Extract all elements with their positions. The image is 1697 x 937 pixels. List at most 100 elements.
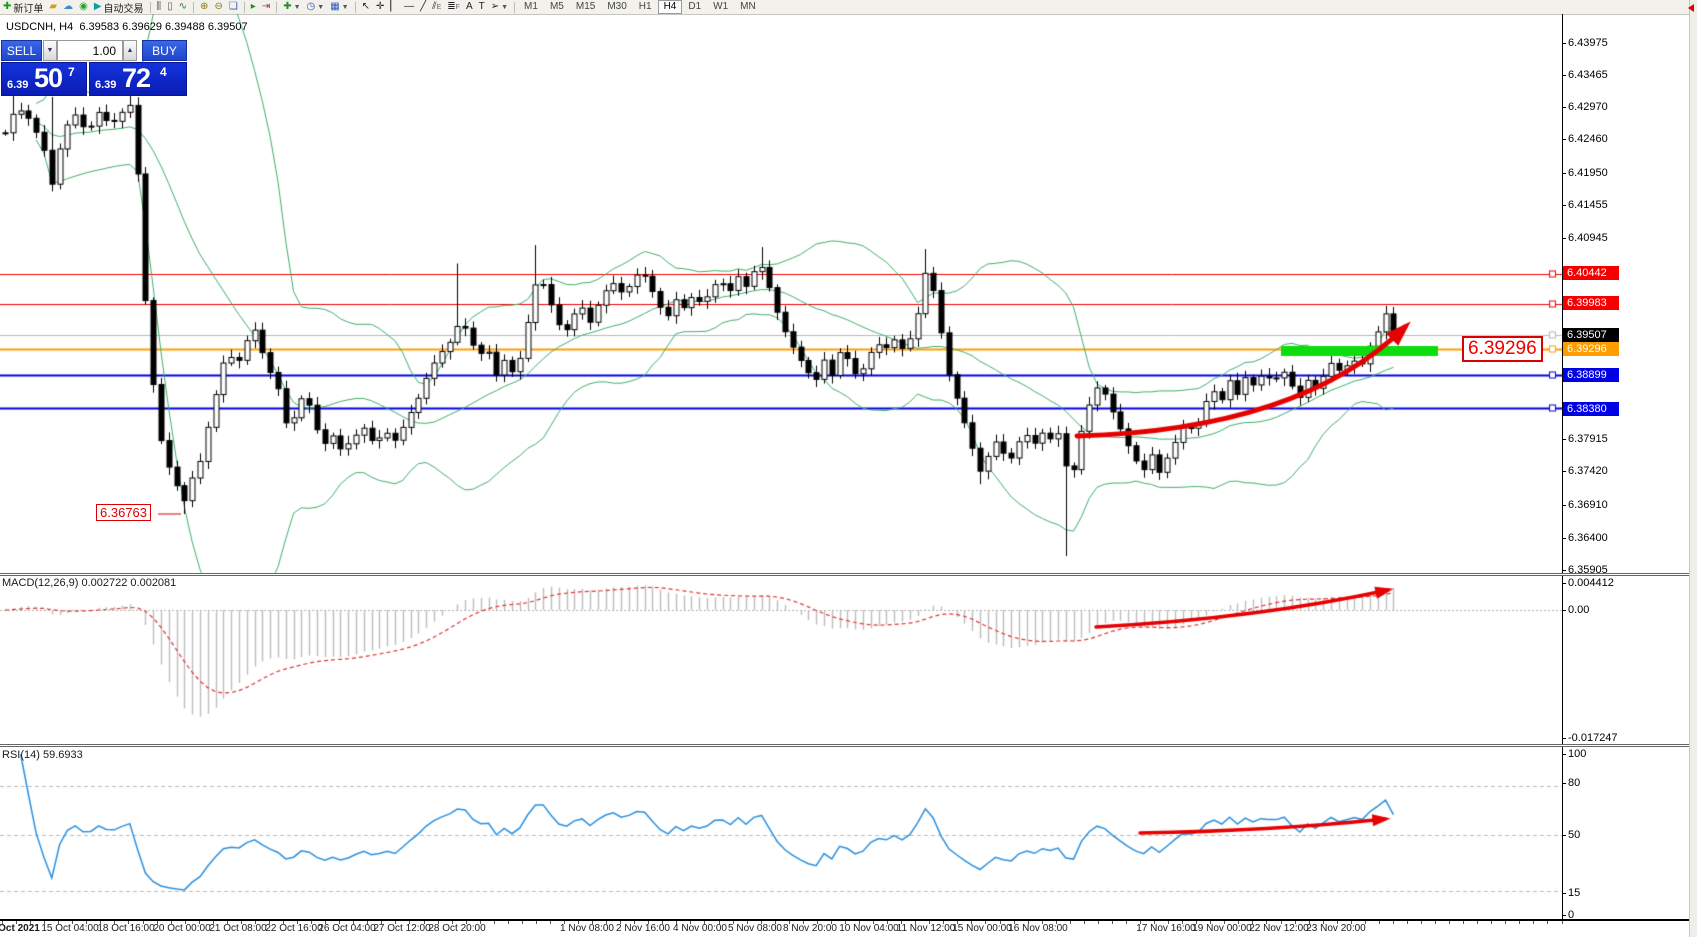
time-tick-mark	[199, 921, 200, 924]
time-tick-mark	[943, 921, 944, 924]
arrows-button[interactable]: ➢ ▼	[490, 1, 509, 12]
timeframe-button-m15[interactable]: M15	[575, 1, 596, 12]
lot-decrease-button[interactable]: ▼	[43, 40, 57, 61]
time-tick-label: 10 Nov 04:00	[839, 923, 899, 934]
buy-button[interactable]: BUY	[142, 40, 187, 61]
indicators-button[interactable]: ✚ ▼	[283, 1, 301, 12]
time-tick-mark	[1000, 921, 1001, 924]
time-tick-mark	[957, 921, 958, 924]
price-tick: 6.41950	[1568, 167, 1608, 179]
time-tick-mark	[1252, 921, 1253, 924]
time-tick-mark	[929, 921, 930, 924]
time-tick-mark	[971, 921, 972, 924]
equidistant-channel-button[interactable]: ⫽ E	[432, 1, 442, 12]
line-chart-icon[interactable]: ∿	[178, 1, 188, 12]
timeframe-button-h1[interactable]: H1	[638, 1, 652, 12]
time-tick-mark	[1154, 921, 1155, 924]
cursor-button[interactable]: ↖	[361, 1, 370, 12]
bar-chart-icon[interactable]: ⫼	[156, 1, 162, 12]
buy-price-small: 6.39	[95, 79, 117, 91]
time-tick-mark	[2, 921, 3, 924]
indicator-tick: 0.004412	[1568, 577, 1614, 589]
chart-shift-icon[interactable]: ⇥	[261, 1, 271, 12]
zoom-in-icon[interactable]: ⊕	[200, 1, 209, 12]
time-tick-mark	[522, 921, 523, 924]
chart-canvas[interactable]	[0, 14, 1562, 921]
time-tick-mark	[283, 921, 284, 924]
timeframe-button-w1[interactable]: W1	[713, 1, 729, 12]
timeframe-button-m30[interactable]: M30	[607, 1, 627, 12]
timeframe-button-mn[interactable]: MN	[740, 1, 756, 12]
sell-price-panel[interactable]: 6.39 50 7	[1, 62, 87, 96]
lot-input[interactable]	[57, 40, 123, 61]
time-tick-mark	[114, 921, 115, 924]
time-tick-mark	[409, 921, 410, 924]
time-tick-label: 28 Oct 20:00	[428, 923, 486, 934]
tile-windows-icon[interactable]: ❏	[228, 1, 238, 12]
time-tick-mark	[1014, 921, 1015, 924]
new-order-button[interactable]: ✚ 新订单	[3, 1, 44, 15]
lot-increase-button[interactable]: ▲	[123, 40, 137, 61]
time-tick-mark	[704, 921, 705, 924]
time-tick-mark	[1182, 921, 1183, 924]
buy-price-panel[interactable]: 6.39 72 4	[89, 62, 187, 96]
periods-button[interactable]: ◷ ▼	[306, 1, 325, 12]
time-tick-mark	[550, 921, 551, 924]
time-tick-mark	[44, 921, 45, 924]
time-tick-mark	[845, 921, 846, 924]
zoom-out-icon[interactable]: ⊖	[214, 1, 223, 12]
time-tick-mark	[1224, 921, 1225, 924]
time-tick-mark	[255, 921, 256, 924]
pane-separator-macd[interactable]	[0, 573, 1689, 576]
timeframe-button-m1[interactable]: M1	[524, 1, 538, 12]
time-tick-label: 21 Oct 08:00	[209, 923, 267, 934]
time-tick-mark	[578, 921, 579, 924]
indicator-tick: 80	[1568, 777, 1581, 789]
community-icon[interactable]: ☁	[63, 1, 74, 12]
sell-button[interactable]: SELL	[1, 40, 42, 61]
auto-scroll-icon[interactable]: ▸	[250, 1, 256, 12]
time-tick-mark	[424, 921, 425, 924]
tick-mark	[1562, 893, 1566, 894]
vertical-line-button[interactable]: ▏	[390, 1, 399, 12]
sell-price-big: 50	[34, 63, 63, 93]
buy-price-big: 72	[122, 63, 151, 93]
time-tick-mark	[1098, 921, 1099, 924]
autotrading-button[interactable]: ▶ 自动交易	[93, 1, 144, 15]
price-tick: 6.43465	[1568, 69, 1608, 81]
time-tick-mark	[58, 921, 59, 924]
candlestick-chart-icon[interactable]: ▯	[167, 1, 173, 12]
time-tick-mark	[381, 921, 382, 924]
time-tick-mark	[817, 921, 818, 924]
time-tick-mark	[1477, 921, 1478, 924]
time-tick-mark	[480, 921, 481, 924]
text-button[interactable]: A	[465, 1, 473, 12]
fibonacci-button[interactable]: ≣ F	[447, 1, 460, 12]
time-tick-label: 22 Oct 16:00	[265, 923, 323, 934]
timeframe-button-d1[interactable]: D1	[688, 1, 702, 12]
time-tick-label: 2 Nov 16:00	[616, 923, 670, 934]
time-tick-mark	[1463, 921, 1464, 924]
gold-icon[interactable]: ▰	[49, 1, 58, 12]
trendline-button[interactable]: ╱	[420, 1, 427, 12]
timeframe-button-m5[interactable]: M5	[549, 1, 564, 12]
time-tick-mark	[1266, 921, 1267, 924]
rsi-label: RSI(14) 59.6933	[2, 749, 83, 761]
tick-mark	[1562, 75, 1566, 76]
pane-separator-rsi[interactable]	[0, 744, 1689, 747]
signals-icon[interactable]: ◉	[79, 1, 88, 12]
text-label-button[interactable]: T	[478, 1, 485, 12]
timeframe-button-h4[interactable]: H4	[657, 0, 683, 14]
time-tick-mark	[733, 921, 734, 924]
time-tick-mark	[761, 921, 762, 924]
crosshair-button[interactable]: ✛	[376, 1, 385, 12]
time-tick-mark	[353, 921, 354, 924]
templates-button[interactable]: ▦ ▼	[330, 1, 349, 12]
horizontal-line-button[interactable]: ―	[404, 1, 415, 12]
price-tick: 6.42970	[1568, 101, 1608, 113]
time-tick-mark	[311, 921, 312, 924]
time-tick-mark	[775, 921, 776, 924]
time-tick-mark	[213, 921, 214, 924]
time-tick-mark	[648, 921, 649, 924]
time-tick-mark	[1168, 921, 1169, 924]
